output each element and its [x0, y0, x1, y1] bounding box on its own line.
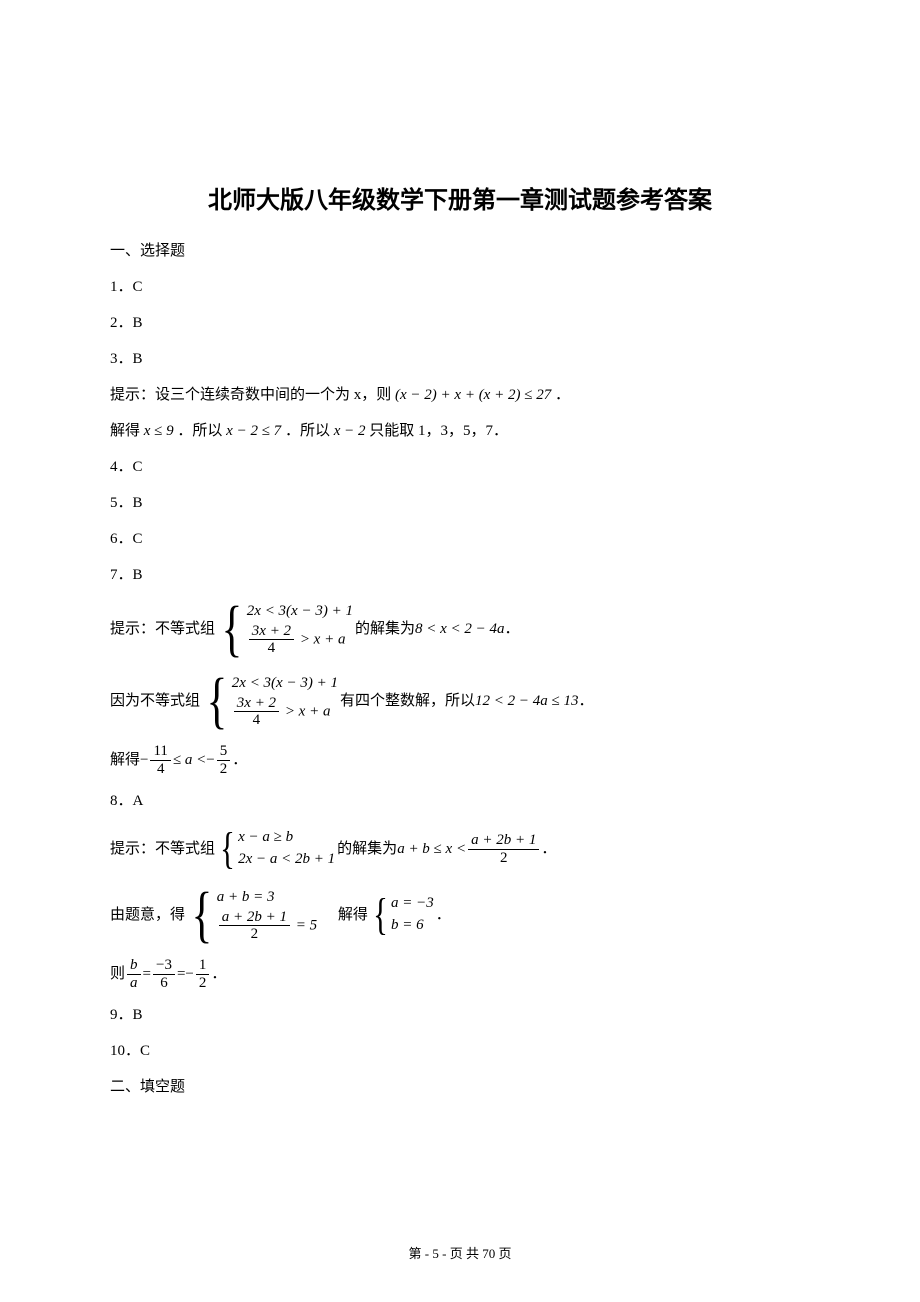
- q7-system-2: { 2x < 3(x − 3) + 1 3x + 2 4 > x + a: [202, 670, 338, 732]
- q7-sys-bot-post: > x + a: [300, 631, 346, 647]
- hint-q7-line2: 因为不等式组 { 2x < 3(x − 3) + 1 3x + 2 4 > x …: [110, 665, 810, 737]
- footer-suffix: 页: [495, 1246, 511, 1261]
- q8-then-den2: 6: [153, 975, 175, 992]
- q7-because-mid: 有四个整数解，所以: [340, 692, 475, 710]
- q3-solve-d: x − 2 ≤ 7: [226, 423, 281, 439]
- q8-then-prefix: 则: [110, 965, 125, 983]
- answer-q2: 2．B: [110, 305, 810, 341]
- q8-given-mid: 解得: [319, 906, 368, 924]
- q7-solve-neg1: −: [140, 751, 148, 769]
- q8-then-num3: 1: [196, 957, 210, 975]
- left-brace-icon: {: [221, 598, 242, 660]
- answer-q7: 7．B: [110, 557, 810, 593]
- left-brace-icon: {: [220, 827, 235, 871]
- q8-given-prefix: 由题意，得: [110, 906, 185, 924]
- answer-q3: 3．B: [110, 341, 810, 377]
- q3-solve-b: x ≤ 9: [144, 423, 174, 439]
- q7-system-1: { 2x < 3(x − 3) + 1 3x + 2 4 > x + a: [217, 598, 353, 660]
- footer-prefix: 第 -: [409, 1246, 433, 1261]
- q7-sys-top: 2x < 3(x − 3) + 1: [247, 601, 353, 623]
- q8-hint-prefix: 提示：不等式组: [110, 840, 215, 858]
- footer-mid: - 页 共: [439, 1246, 482, 1261]
- q7-hint-math: 8 < x < 2 − 4a: [415, 620, 505, 638]
- answer-q1: 1．C: [110, 269, 810, 305]
- footer-page-total: 70: [482, 1246, 495, 1261]
- q8-sys-bot: 2x − a < 2b + 1: [238, 849, 335, 871]
- hint-q3-math: (x − 2) + x + (x + 2) ≤ 27: [395, 387, 551, 403]
- q3-solve-f: x − 2: [334, 423, 366, 439]
- q8-then-den3: 2: [196, 975, 210, 992]
- q8-given-suffix: ．: [436, 906, 451, 924]
- q7-solve-num1: 11: [150, 743, 170, 761]
- section-heading-fill-blank: 二、填空题: [110, 1069, 810, 1105]
- q7-solve-num2: 5: [217, 743, 231, 761]
- q7-solve-den2: 2: [217, 761, 231, 778]
- q7-hint-mid: 的解集为: [355, 620, 415, 638]
- q8-hint-num: a + 2b + 1: [468, 832, 539, 850]
- q7-sys2-bot-post: > x + a: [285, 703, 331, 719]
- q8-hint-math-pre: a + b ≤ x <: [397, 840, 466, 858]
- answer-q9: 9．B: [110, 997, 810, 1033]
- left-brace-icon: {: [191, 884, 212, 946]
- q8-given-bot-post: = 5: [296, 917, 317, 933]
- q7-solve-den1: 4: [150, 761, 170, 778]
- hint-q3-line1: 提示：设三个连续奇数中间的一个为 x，则 (x − 2) + x + (x + …: [110, 377, 810, 413]
- q7-solve-mid: ≤ a <: [173, 751, 206, 769]
- answer-q8: 8．A: [110, 783, 810, 819]
- answer-q4: 4．C: [110, 449, 810, 485]
- answer-q10: 10．C: [110, 1033, 810, 1069]
- q7-solve-neg2: −: [206, 751, 214, 769]
- q7-sys2-bot-den: 4: [234, 712, 279, 729]
- q8-given-top: a + b = 3: [217, 887, 317, 909]
- q8-res-top: a = −3: [391, 893, 434, 915]
- section-heading-multiple-choice: 一、选择题: [110, 233, 810, 269]
- hint-q7-line1: 提示：不等式组 { 2x < 3(x − 3) + 1 3x + 2 4 > x…: [110, 593, 810, 665]
- q7-solve-prefix: 解得: [110, 751, 140, 769]
- q7-hint-prefix: 提示：不等式组: [110, 620, 215, 638]
- page-footer: 第 - 5 - 页 共 70 页: [0, 1243, 920, 1262]
- q8-sys-top: x − a ≥ b: [238, 827, 335, 849]
- q7-because-prefix: 因为不等式组: [110, 692, 200, 710]
- hint-q8-line2: 由题意，得 { a + b = 3 a + 2b + 1 2 = 5 解得 { …: [110, 879, 810, 951]
- q3-solve-c: ．所以: [177, 423, 226, 439]
- q8-res-bot: b = 6: [391, 915, 434, 937]
- q3-solve-a: 解得: [110, 423, 144, 439]
- q7-sys-bot-den: 4: [249, 640, 294, 657]
- q8-system-1: { x − a ≥ b 2x − a < 2b + 1: [217, 827, 335, 871]
- q7-sys-bot-num: 3x + 2: [249, 623, 294, 641]
- document-title: 北师大版八年级数学下册第一章测试题参考答案: [110, 180, 810, 215]
- hint-q8-line3: 则 b a = −3 6 = − 1 2 ．: [110, 951, 810, 997]
- hint-q3-prefix: 提示：设三个连续奇数中间的一个为 x，则: [110, 387, 395, 403]
- q3-solve-g: 只能取 1，3，5，7．: [369, 423, 508, 439]
- q8-hint-suffix: ．: [541, 840, 556, 858]
- q8-then-eq2: =: [177, 965, 185, 983]
- q8-system-2: { a + b = 3 a + 2b + 1 2 = 5: [187, 884, 317, 946]
- q7-sys2-bot-num: 3x + 2: [234, 695, 279, 713]
- left-brace-icon: {: [206, 670, 227, 732]
- q8-then-num1: b: [127, 957, 141, 975]
- q8-hint-mid: 的解集为: [337, 840, 397, 858]
- answer-q6: 6．C: [110, 521, 810, 557]
- hint-q3-suffix: ．: [555, 387, 570, 403]
- q7-hint-suffix: ．: [505, 620, 520, 638]
- q8-then-eq1: =: [143, 965, 151, 983]
- q8-system-3: { a = −3 b = 6: [370, 893, 434, 937]
- answer-q5: 5．B: [110, 485, 810, 521]
- q8-then-suffix: ．: [211, 965, 226, 983]
- q7-solve-suffix: ．: [232, 751, 247, 769]
- q7-sys2-top: 2x < 3(x − 3) + 1: [232, 673, 338, 695]
- q7-because-math: 12 < 2 − 4a ≤ 13: [475, 692, 578, 710]
- q8-given-bot-num: a + 2b + 1: [219, 909, 290, 927]
- hint-q3-line2: 解得 x ≤ 9 ．所以 x − 2 ≤ 7 ．所以 x − 2 只能取 1，3…: [110, 413, 810, 449]
- hint-q8-line1: 提示：不等式组 { x − a ≥ b 2x − a < 2b + 1 的解集为…: [110, 819, 810, 879]
- q8-then-neg: −: [185, 965, 193, 983]
- hint-q7-line3: 解得 − 11 4 ≤ a < − 5 2 ．: [110, 737, 810, 783]
- q8-hint-den: 2: [468, 850, 539, 867]
- q8-then-den1: a: [127, 975, 141, 992]
- q3-solve-e: ．所以: [285, 423, 334, 439]
- q8-given-bot-den: 2: [219, 926, 290, 943]
- q7-because-suffix: ．: [578, 692, 593, 710]
- q8-then-num2: −3: [153, 957, 175, 975]
- left-brace-icon: {: [373, 893, 388, 937]
